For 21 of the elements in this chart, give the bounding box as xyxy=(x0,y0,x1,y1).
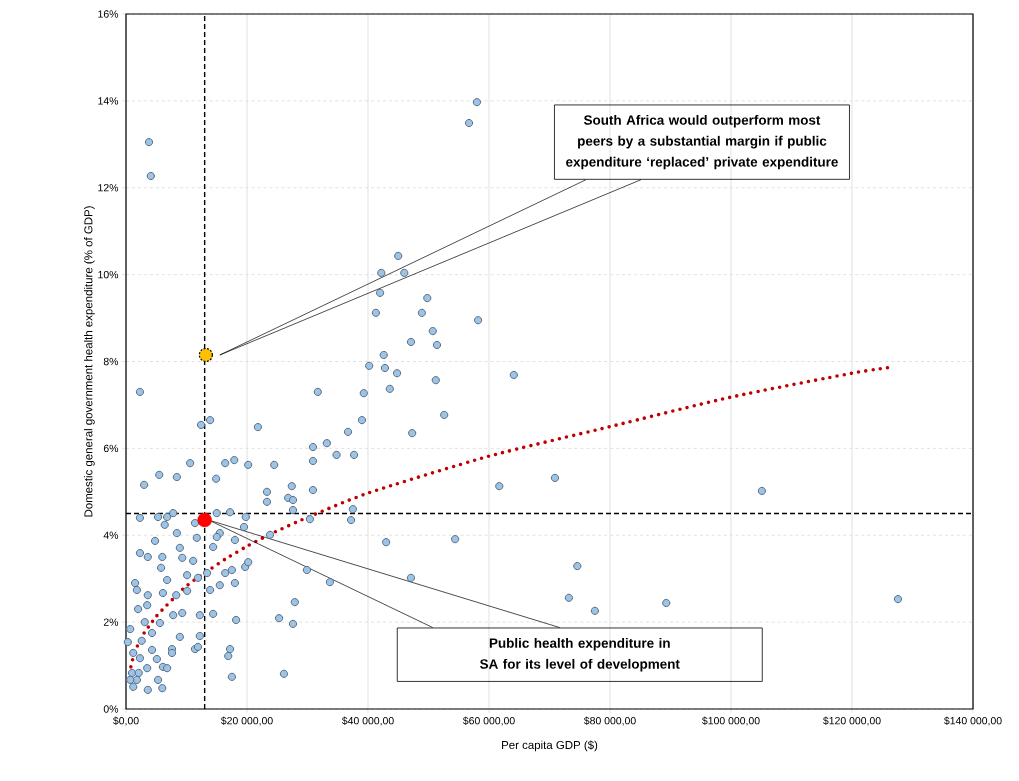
y-tick-label: 10% xyxy=(98,270,119,279)
x-tick-label: $40 000,00 xyxy=(341,716,394,726)
x-tick-label: $0,00 xyxy=(113,716,139,726)
y-tick-label: 6% xyxy=(103,444,119,453)
x-tick-label: $20 000,00 xyxy=(220,716,273,726)
y-tick-label: 12% xyxy=(98,184,119,192)
y-tick-label: 14% xyxy=(98,97,119,105)
x-axis-title: Per capita GDP ($) xyxy=(502,740,598,752)
y-tick-label: 4% xyxy=(103,531,119,539)
x-tick-label: $140 000,00 xyxy=(944,716,1002,726)
annotation: South Africa would outperform most peers by a substantial margin if public expenditure ‘replaced’ private expenditure xyxy=(566,114,838,170)
x-tick-label: $100 000,00 xyxy=(702,716,760,726)
y-tick-label: 2% xyxy=(103,618,119,626)
annotation: Public health expenditure in SA for its level of development xyxy=(480,637,680,672)
x-tick-label: $60 000,00 xyxy=(462,716,515,726)
x-tick-label: $120 000,00 xyxy=(823,716,881,726)
y-tick-label: 0% xyxy=(103,705,119,713)
y-tick-label: 8% xyxy=(103,357,119,366)
y-axis-title: Domestic general government health expenditure (% of GDP) xyxy=(84,206,95,517)
y-tick-label: 16% xyxy=(98,10,119,18)
x-tick-label: $80 000,00 xyxy=(583,716,636,726)
